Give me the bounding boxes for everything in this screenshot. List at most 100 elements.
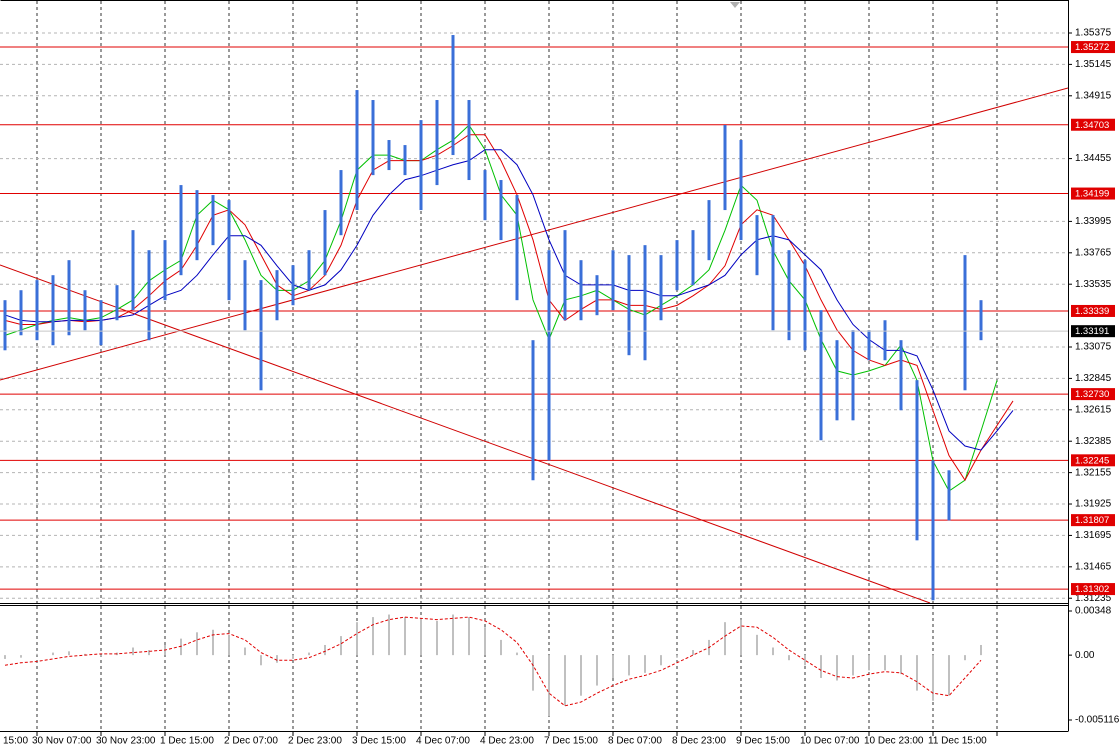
y-tick-label: 0.00348 [1075, 606, 1112, 617]
histogram-bar [404, 617, 406, 656]
histogram-bar [20, 655, 22, 658]
trend-line [0, 264, 931, 603]
x-tick-label: 1 Dec 15:00 [160, 736, 214, 747]
x-tick-label: 30 Nov 07:00 [32, 736, 92, 747]
histogram-bar [500, 639, 502, 656]
histogram-bar [740, 619, 742, 656]
y-tick-label: 1.35145 [1075, 59, 1112, 70]
histogram-bar [756, 634, 758, 656]
price-bar [19, 290, 23, 336]
price-bar [163, 240, 167, 301]
price-bar [435, 100, 439, 186]
price-bar [243, 260, 247, 331]
price-bar [195, 190, 199, 261]
price-bar [851, 330, 855, 421]
histogram-bar [964, 655, 966, 661]
histogram-bar [420, 618, 422, 656]
price-bar [755, 215, 759, 276]
x-tick-label: 10 Dec 07:00 [800, 736, 860, 747]
y-tick-label: 1.31235 [1075, 593, 1112, 604]
histogram-bar [548, 655, 550, 716]
price-bar [627, 255, 631, 356]
y-tick-label: 1.32155 [1075, 467, 1112, 478]
histogram-bar [900, 655, 902, 675]
price-bar [307, 250, 311, 291]
x-tick-label: 15:00 [3, 736, 28, 747]
x-tick-label: 4 Dec 07:00 [416, 736, 470, 747]
price-bar [515, 195, 519, 301]
y-tick-label: 1.33535 [1075, 279, 1112, 290]
price-bar [83, 290, 87, 331]
price-bar [723, 125, 727, 211]
level-label-box [1071, 454, 1115, 467]
price-bar [339, 170, 343, 236]
histogram-bar [4, 655, 6, 659]
y-tick-label: 1.34915 [1075, 90, 1112, 101]
level-label-box [1071, 388, 1115, 401]
price-bar [963, 255, 967, 391]
axis-layer: 15:00 30 Nov 07:00 30 Nov 23:00 1 Dec 15:00… [3, 28, 1120, 747]
level-label: 1.32730 [1075, 389, 1109, 400]
y-tick-label: 1.33765 [1075, 247, 1112, 258]
level-label-box [1071, 304, 1115, 317]
histogram-bar [324, 644, 326, 656]
y-tick-label: 1.31465 [1075, 561, 1112, 572]
histogram-bar [852, 655, 854, 676]
x-tick-label: 4 Dec 23:00 [480, 736, 534, 747]
histogram-bar [52, 652, 54, 656]
y-tick-label: 1.32385 [1075, 436, 1112, 447]
price-bar [3, 300, 7, 351]
histogram-bar [484, 627, 486, 656]
histogram-bar [820, 655, 822, 678]
level-label: 1.32245 [1075, 455, 1109, 466]
price-bar [819, 310, 823, 441]
histogram-bar [804, 655, 806, 666]
y-tick-label: -0.005116 [1075, 715, 1120, 726]
price-bar [771, 215, 775, 331]
price-bar [211, 195, 215, 246]
level-label-box [1071, 583, 1115, 596]
price-bar [291, 265, 295, 306]
histogram-bar [644, 655, 646, 673]
histogram-bar [180, 638, 182, 656]
histogram-bar [340, 636, 342, 656]
price-bar [467, 100, 471, 181]
histogram-bar [388, 614, 390, 656]
y-tick-label: 1.33075 [1075, 342, 1112, 353]
price-bar [131, 230, 135, 311]
y-tick-label: 1.32845 [1075, 373, 1112, 384]
histogram-bar [980, 644, 982, 656]
price-bar [259, 280, 263, 391]
histogram-bar [676, 655, 678, 658]
price-bar [979, 300, 983, 341]
histogram-bar [884, 655, 886, 671]
price-bar [35, 280, 39, 341]
histogram-bar [868, 655, 870, 671]
shift-marker [730, 2, 740, 8]
price-bar [707, 200, 711, 261]
histogram-bar [308, 652, 310, 656]
y-tick-label: 1.33995 [1075, 216, 1112, 227]
y-tick-label: 1.34455 [1075, 153, 1112, 164]
y-tick-label: 1.32615 [1075, 404, 1112, 415]
price-bar [499, 180, 503, 241]
level-label: 1.31302 [1075, 584, 1109, 595]
histogram-bar [84, 653, 86, 656]
histogram-bar [580, 655, 582, 696]
price-bar [323, 210, 327, 276]
x-tick-label: 8 Dec 23:00 [672, 736, 726, 747]
price-bar [643, 245, 647, 361]
histogram-bar [452, 614, 454, 656]
price-bar [595, 275, 599, 316]
macd-plot [4, 614, 982, 716]
price-bar [227, 200, 231, 301]
price-bar [675, 240, 679, 291]
price-bar [691, 230, 695, 286]
price-bar [611, 250, 615, 311]
histogram-bar [788, 655, 790, 661]
histogram-bar [244, 647, 246, 656]
price-bar [371, 100, 375, 176]
histogram-bar [260, 655, 262, 666]
